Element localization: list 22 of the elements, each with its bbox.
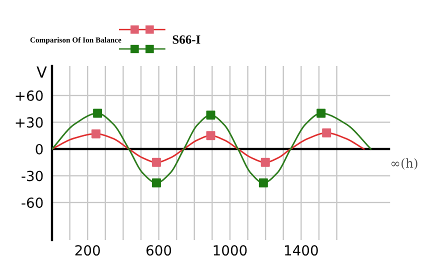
y-axis-title: V [36,66,47,78]
point [152,178,161,188]
point [260,158,270,167]
point [93,108,102,118]
text: S66-I [172,35,200,44]
point [206,131,216,140]
x-tick-label: 600 [146,245,172,256]
point [91,129,100,138]
x-tick-label: 200 [75,245,100,256]
y-tick-label: -30 [22,170,43,182]
y-tick-label: -60 [22,197,43,208]
y-tick-label: +60 [16,90,43,101]
y-tick-label: 0 [36,144,43,154]
point [316,108,326,118]
x-tick-label: 1000 [214,245,247,256]
x-tick-label: 1400 [284,245,318,256]
x-axis-title: ∞(h) [391,158,418,170]
point [258,178,268,188]
point [152,158,161,167]
point [206,110,216,120]
y-tick-label: +30 [16,117,43,128]
point [322,128,332,138]
